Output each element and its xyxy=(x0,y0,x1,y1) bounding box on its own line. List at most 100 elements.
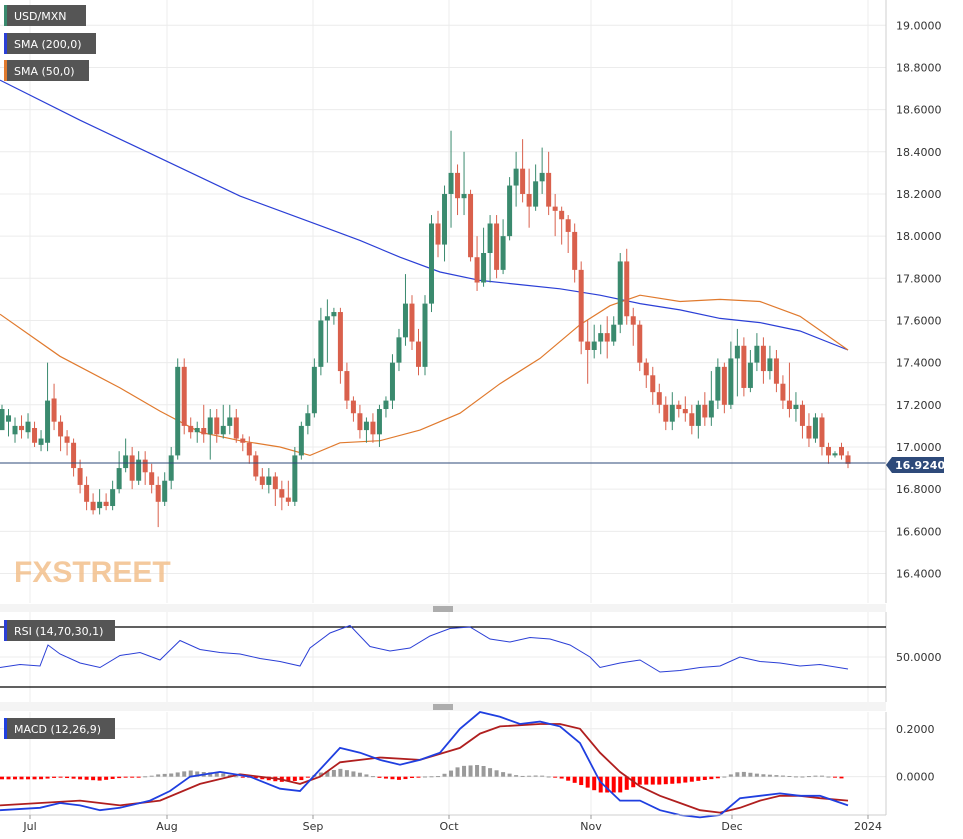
macd-bar xyxy=(58,776,63,778)
macd-bar xyxy=(618,776,623,793)
legend-macd-label: MACD (12,26,9) xyxy=(14,723,101,736)
macd-bar xyxy=(767,774,772,777)
macd-bar xyxy=(813,775,818,777)
candle-66 xyxy=(429,215,435,313)
legend-usdmxn[interactable]: USD/MXN xyxy=(4,5,86,26)
price-tick-9: 17.2000 xyxy=(896,399,942,412)
macd-bar xyxy=(611,776,616,793)
rsi-path xyxy=(0,624,849,673)
legend-sma200[interactable]: SMA (200,0) xyxy=(4,33,96,54)
x-tick-4: Nov xyxy=(580,820,602,833)
candle-117 xyxy=(760,337,766,384)
legend-sma50[interactable]: SMA (50,0) xyxy=(4,60,89,81)
legend-macd[interactable]: MACD (12,26,9) xyxy=(4,718,115,739)
legend-sma50-label: SMA (50,0) xyxy=(14,65,75,78)
candle-78 xyxy=(507,177,513,241)
macd-bar xyxy=(65,776,70,779)
candle-62 xyxy=(402,274,408,346)
candle-74 xyxy=(481,227,487,287)
panel-separator[interactable] xyxy=(0,604,886,612)
macd-bar xyxy=(696,776,701,781)
candle-89 xyxy=(578,261,584,355)
last-price-tag: 16.92409 xyxy=(886,457,953,473)
macd-bar xyxy=(97,776,102,781)
candle-97 xyxy=(630,307,636,346)
candle-107 xyxy=(695,400,701,439)
macd-bar xyxy=(188,770,193,777)
macd-bar xyxy=(683,776,688,783)
price-tick-2: 18.6000 xyxy=(896,104,942,117)
candle-96 xyxy=(624,248,630,325)
price-tick-11: 16.8000 xyxy=(896,483,942,496)
macd-bar xyxy=(514,775,519,777)
macd-bar xyxy=(162,773,167,777)
macd-bar xyxy=(546,776,551,778)
macd-tick-1: 0.0000 xyxy=(896,771,935,784)
candle-129 xyxy=(838,442,844,460)
macd-bar xyxy=(455,767,460,777)
candle-99 xyxy=(643,358,649,388)
macd-bar xyxy=(13,776,18,780)
macd-bar xyxy=(240,776,245,778)
candle-77 xyxy=(500,219,506,275)
macd-bar xyxy=(800,776,805,778)
candle-41 xyxy=(266,468,272,494)
candle-93 xyxy=(604,316,610,359)
candle-1 xyxy=(6,409,12,437)
macd-bar xyxy=(585,776,590,788)
candle-48 xyxy=(311,358,317,418)
macd-bar xyxy=(488,768,493,777)
candle-98 xyxy=(637,320,643,372)
candle-85 xyxy=(552,193,558,237)
legend-rsi[interactable]: RSI (14,70,30,1) xyxy=(4,620,115,641)
macd-bar xyxy=(527,775,532,777)
price-tick-0: 19.0000 xyxy=(896,19,942,32)
candle-102 xyxy=(663,396,669,431)
legend-rsi-label: RSI (14,70,30,1) xyxy=(14,625,103,638)
macd-bar xyxy=(143,776,148,778)
candle-37 xyxy=(240,434,246,452)
macd-bar xyxy=(429,776,434,778)
macd-bar xyxy=(71,776,76,779)
macd-bar xyxy=(735,772,740,777)
macd-bar xyxy=(540,775,545,777)
candle-90 xyxy=(585,320,591,384)
macd-bar xyxy=(78,776,83,780)
candle-88 xyxy=(572,223,578,283)
x-tick-6: 2024 xyxy=(854,820,882,833)
macd-bar xyxy=(91,776,96,781)
macd-bar xyxy=(663,776,668,785)
macd-bar xyxy=(644,776,649,785)
candle-44 xyxy=(285,480,291,507)
macd-bar xyxy=(234,776,239,778)
macd-bar xyxy=(117,776,122,779)
macd-bar xyxy=(208,772,213,777)
macd-bar xyxy=(592,776,597,791)
candle-71 xyxy=(461,151,467,216)
candle-50 xyxy=(324,299,330,363)
candle-123 xyxy=(799,400,805,439)
candle-106 xyxy=(689,404,695,435)
candle-49 xyxy=(318,307,324,376)
macd-bar xyxy=(357,772,362,777)
candle-130 xyxy=(845,451,851,469)
macd-bar xyxy=(806,776,811,778)
candle-14 xyxy=(90,493,96,515)
rsi-levels xyxy=(0,626,886,688)
macd-bar xyxy=(19,776,24,780)
macd-bar xyxy=(832,776,837,778)
candle-0 xyxy=(0,404,5,431)
price-tick-1: 18.8000 xyxy=(896,61,942,74)
candle-17 xyxy=(110,480,116,511)
candle-2 xyxy=(12,417,18,443)
macd-bar xyxy=(0,776,4,780)
candle-112 xyxy=(728,341,734,410)
candle-45 xyxy=(292,446,298,507)
candle-92 xyxy=(598,324,604,355)
macd-bar xyxy=(299,776,304,781)
price-tick-6: 17.8000 xyxy=(896,272,942,285)
candle-65 xyxy=(422,295,428,376)
price-tick-3: 18.4000 xyxy=(896,146,942,159)
